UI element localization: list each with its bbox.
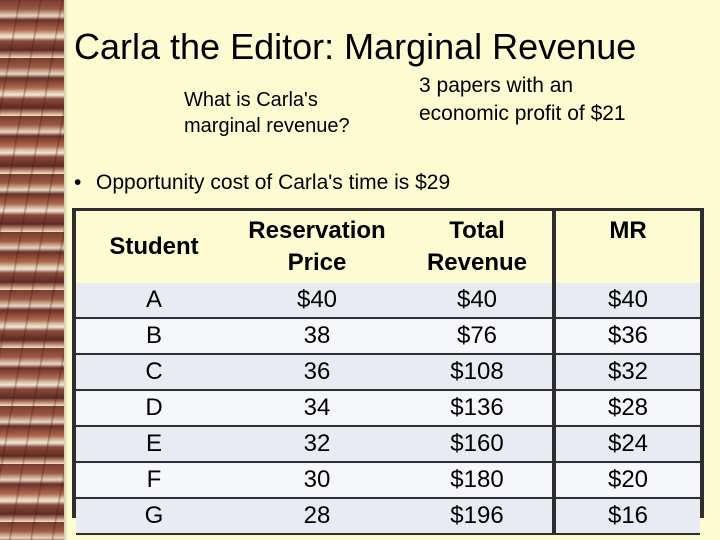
header-total-revenue: Total Revenue	[402, 211, 554, 283]
cell-price: 28	[232, 498, 402, 535]
table-row: C 36 $108 $32	[76, 354, 700, 391]
cell-price: $40	[232, 283, 402, 319]
cell-revenue: $76	[402, 318, 554, 355]
decoration-edge	[64, 0, 68, 540]
answer-text: 3 papers with an economic profit of $21	[419, 74, 626, 125]
cell-student: E	[76, 426, 232, 463]
cell-student: D	[76, 390, 232, 427]
table-row: B 38 $76 $36	[76, 318, 700, 355]
cell-mr: $20	[552, 462, 700, 499]
question-text: What is Carla's marginal revenue?	[184, 89, 350, 137]
bullet-icon: •	[74, 171, 82, 194]
cell-price: 38	[232, 318, 402, 355]
header-reservation-price: Reservation Price	[232, 211, 402, 283]
cell-mr: $28	[552, 390, 700, 427]
cell-price: 36	[232, 354, 402, 391]
cell-revenue: $40	[402, 283, 554, 319]
bullet-text: Opportunity cost of Carla's time is $29	[96, 171, 451, 194]
cell-student: B	[76, 318, 232, 355]
cell-mr: $32	[552, 354, 700, 391]
cell-revenue: $136	[402, 390, 554, 427]
cell-revenue: $160	[402, 426, 554, 463]
cell-student: F	[76, 462, 232, 499]
marginal-revenue-table: Student Reservation Price Total Revenue MR…	[76, 211, 700, 535]
cell-student: A	[76, 283, 232, 319]
table-row: A $40 $40 $40	[76, 283, 700, 319]
cell-revenue: $180	[402, 462, 554, 499]
table-header-row: Student Reservation Price Total Revenue MR	[76, 211, 700, 283]
cell-revenue: $108	[402, 354, 554, 391]
header-mr: MR	[552, 211, 700, 283]
cell-student: C	[76, 354, 232, 391]
table-row: D 34 $136 $28	[76, 390, 700, 427]
cell-student: G	[76, 498, 232, 535]
slide-title: Carla the Editor: Marginal Revenue	[74, 26, 637, 67]
bullet-item: • Opportunity cost of Carla's time is $29	[74, 170, 694, 196]
header-student: Student	[76, 211, 232, 283]
table-row: G 28 $196 $16	[76, 498, 700, 535]
cell-price: 30	[232, 462, 402, 499]
cell-price: 32	[232, 426, 402, 463]
brick-decoration	[0, 0, 64, 540]
table-row: E 32 $160 $24	[76, 426, 700, 463]
cell-mr: $36	[552, 318, 700, 355]
cell-revenue: $196	[402, 498, 554, 535]
table-row: F 30 $180 $20	[76, 462, 700, 499]
cell-price: 34	[232, 390, 402, 427]
cell-mr: $40	[552, 283, 700, 319]
cell-mr: $16	[552, 498, 700, 535]
cell-mr: $24	[552, 426, 700, 463]
